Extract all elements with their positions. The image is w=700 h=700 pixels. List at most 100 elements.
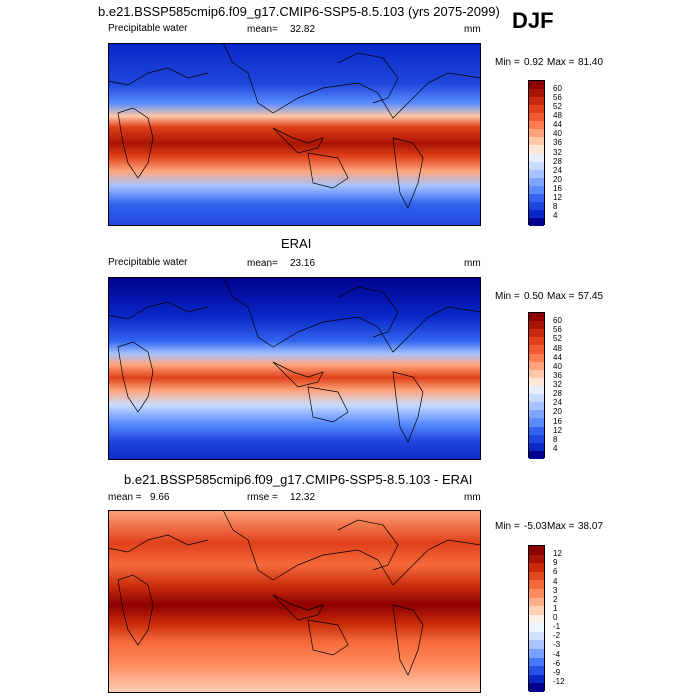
colorbar-tick-label: 48 <box>553 343 562 353</box>
colorbar-swatch <box>529 426 544 436</box>
colorbar-tick-label: 16 <box>553 416 562 426</box>
panel3-max-value: 38.07 <box>578 521 604 532</box>
panel2-max-value: 57.45 <box>578 291 604 302</box>
colorbar-swatch <box>529 161 544 171</box>
panel1-field <box>108 43 481 226</box>
colorbar-swatch <box>529 353 544 363</box>
colorbar-tick-label: 12 <box>553 425 562 435</box>
colorbar-tick-label: 28 <box>553 156 562 166</box>
colorbar-swatch <box>529 369 544 379</box>
colorbar-tick-label: 60 <box>553 84 562 94</box>
colorbar-tick-label: 2 <box>553 594 558 604</box>
colorbar-swatch <box>529 623 544 633</box>
colorbar-swatch <box>529 631 544 641</box>
colorbar-swatch <box>529 434 544 444</box>
colorbar-tick-label: 12 <box>553 192 562 202</box>
colorbar-swatch <box>529 418 544 428</box>
colorbar-tick-label: 32 <box>553 380 562 389</box>
panel3-min-value: -5.03 <box>524 521 547 532</box>
panel2-map <box>108 277 481 460</box>
colorbar-swatch <box>529 185 544 195</box>
colorbar-swatch <box>529 89 544 98</box>
panel2-max-label: Max = <box>547 291 575 302</box>
colorbar-swatch <box>529 129 544 138</box>
panel3-coastlines <box>108 510 481 676</box>
colorbar-swatch <box>529 137 544 146</box>
colorbar-swatch <box>529 145 544 154</box>
panel2-frame <box>108 277 481 460</box>
colorbar-swatch <box>529 649 544 659</box>
colorbar-swatch <box>529 193 544 203</box>
colorbar-tick-label: 36 <box>553 370 562 380</box>
colorbar-swatch <box>529 683 544 693</box>
colorbar-tick-label: -12 <box>553 676 565 686</box>
colorbar-swatch <box>529 113 544 122</box>
colorbar-swatch <box>529 657 544 667</box>
colorbar-tick-label: 1 <box>553 603 558 613</box>
panel1-units: mm <box>464 24 481 35</box>
panel3-map <box>108 510 481 693</box>
colorbar-tick-label: 52 <box>553 334 562 344</box>
colorbar-tick-label: 24 <box>553 165 562 175</box>
colorbar-tick-label: -2 <box>553 631 561 641</box>
colorbar-swatch <box>529 402 544 411</box>
panel3-colorbar <box>528 545 545 693</box>
colorbar-tick-label: 4 <box>553 576 558 586</box>
colorbar-tick-label: 56 <box>553 325 562 335</box>
colorbar-swatch <box>529 313 544 322</box>
colorbar-swatch <box>529 580 544 590</box>
colorbar-tick-label: 40 <box>553 361 562 371</box>
colorbar-tick-label: 6 <box>553 567 558 577</box>
panel2-mean-value: 23.16 <box>290 258 316 269</box>
panel2-min-value: 0.50 <box>524 291 544 302</box>
panel2-variable-label: Precipitable water <box>108 257 188 268</box>
colorbar-tick-label: 9 <box>553 558 558 568</box>
panel3-mean-value: 9.66 <box>150 492 170 503</box>
panel3-title: b.e21.BSSP585cmip6.f09_g17.CMIP6-SSP5-8.… <box>124 472 473 487</box>
colorbar-swatch <box>529 674 544 684</box>
panel3-rmse-label: rmse = <box>247 492 278 503</box>
panel1-mean-label: mean= <box>247 24 278 35</box>
panel2-units: mm <box>464 258 481 269</box>
panel2-coastlines <box>108 277 481 443</box>
colorbar-swatch <box>529 329 544 338</box>
colorbar-tick-label: 16 <box>553 183 562 193</box>
colorbar-swatch <box>529 442 544 452</box>
colorbar-tick-label: 40 <box>553 129 562 139</box>
colorbar-swatch <box>529 450 544 460</box>
colorbar-swatch <box>529 321 544 330</box>
colorbar-swatch <box>529 81 544 90</box>
figure-title: b.e21.BSSP585cmip6.f09_g17.CMIP6-SSP5-8.… <box>98 4 500 19</box>
colorbar-tick-label: 4 <box>553 210 558 220</box>
panel1-variable-label: Precipitable water <box>108 23 188 34</box>
colorbar-tick-label: 8 <box>553 201 558 211</box>
colorbar-swatch <box>529 345 544 355</box>
panel3-min-label: Min = <box>495 521 520 532</box>
colorbar-tick-label: 20 <box>553 174 562 184</box>
colorbar-tick-label: 8 <box>553 434 558 444</box>
panel3-frame <box>108 510 481 693</box>
panel2-title: ERAI <box>281 236 312 251</box>
colorbar-swatch <box>529 410 544 419</box>
colorbar-tick-label: 56 <box>553 93 562 103</box>
colorbar-swatch <box>529 361 544 371</box>
colorbar-swatch <box>529 640 544 650</box>
colorbar-tick-label: -3 <box>553 640 561 650</box>
panel1-min-label: Min = <box>495 57 520 68</box>
season-label: DJF <box>512 8 554 33</box>
panel3-mean-label: mean = <box>108 492 142 503</box>
colorbar-tick-label: 44 <box>553 120 562 130</box>
colorbar-tick-label: 60 <box>553 316 562 326</box>
panel1-max-value: 81.40 <box>578 57 604 68</box>
panel1-frame <box>108 43 481 226</box>
colorbar-swatch <box>529 153 544 163</box>
colorbar-tick-label: 48 <box>553 111 562 121</box>
panel1-min-value: 0.92 <box>524 57 544 68</box>
panel3-rmse-value: 12.32 <box>290 492 316 503</box>
colorbar-tick-label: 0 <box>553 613 558 622</box>
colorbar-tick-label: 12 <box>553 549 562 559</box>
colorbar-swatch <box>529 105 544 114</box>
colorbar-swatch <box>529 597 544 607</box>
colorbar-swatch <box>529 121 544 130</box>
panel2-colorbar <box>528 312 545 460</box>
